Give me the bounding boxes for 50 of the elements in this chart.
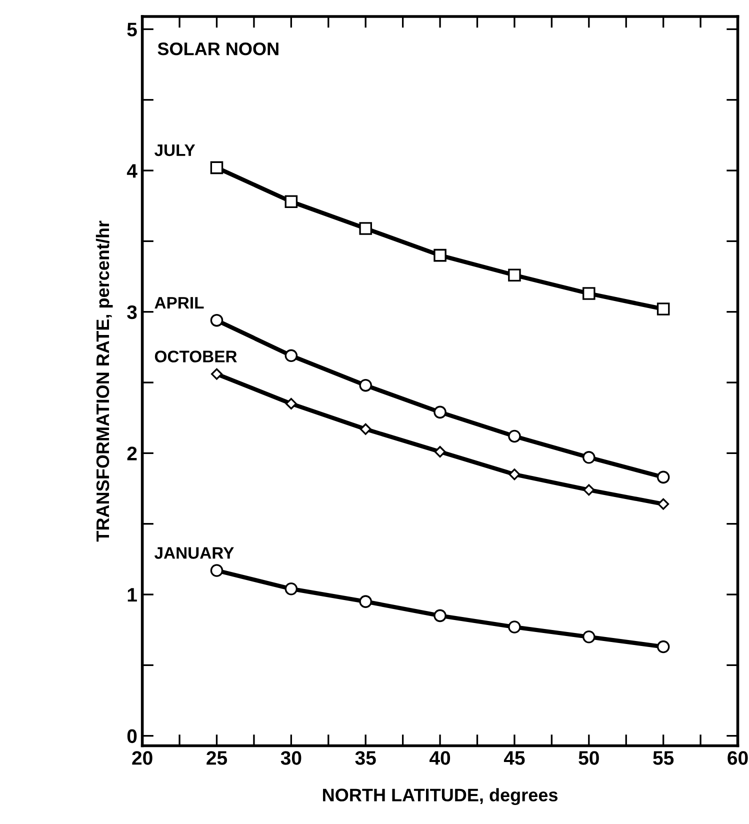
x-tick-label: 25 xyxy=(206,751,228,765)
point xyxy=(508,620,521,634)
y-tick-label: 4 xyxy=(126,164,138,178)
point xyxy=(284,582,298,596)
y-tick-label: 3 xyxy=(127,305,137,320)
point xyxy=(210,161,224,174)
series-label: JULY xyxy=(154,144,196,156)
point xyxy=(284,349,298,362)
series-label: OCTOBER xyxy=(154,350,237,362)
x-axis-title: NORTH LATITUDE, degrees xyxy=(323,788,558,806)
x-tick-label: 60 xyxy=(728,751,748,765)
series-label: APRIL xyxy=(154,297,204,309)
y-tick-label: 1 xyxy=(128,588,137,602)
point xyxy=(359,378,372,392)
point xyxy=(210,564,224,577)
point xyxy=(508,268,521,282)
point xyxy=(434,446,446,458)
point xyxy=(285,398,297,410)
annotation: SOLAR NOON xyxy=(158,42,278,56)
y-axis-title: TRANSFORMATION RATE, percent/hr xyxy=(96,220,113,542)
series-label: JANUARY xyxy=(154,547,234,559)
point xyxy=(582,287,596,300)
point xyxy=(582,630,596,644)
x-tick-label: 35 xyxy=(355,751,376,765)
point xyxy=(583,484,595,496)
point xyxy=(434,406,446,419)
point xyxy=(360,423,372,435)
point xyxy=(656,302,670,316)
y-tick-label: 2 xyxy=(127,446,137,460)
point xyxy=(434,248,446,262)
point xyxy=(508,468,520,480)
point xyxy=(210,368,222,380)
point xyxy=(656,470,670,484)
point xyxy=(210,314,224,327)
point xyxy=(658,498,670,510)
point xyxy=(508,430,521,443)
x-tick-label: 40 xyxy=(430,751,450,765)
y-tick-label: 5 xyxy=(127,22,137,36)
point xyxy=(284,195,298,208)
point xyxy=(582,451,596,464)
x-tick-label: 20 xyxy=(132,751,152,765)
point xyxy=(359,595,372,608)
y-tick-label: 0 xyxy=(127,729,137,744)
x-tick-label: 45 xyxy=(504,751,525,765)
point xyxy=(656,640,670,654)
x-tick-label: 55 xyxy=(653,751,674,765)
x-tick-label: 50 xyxy=(578,751,599,765)
x-tick-label: 30 xyxy=(280,751,302,765)
point xyxy=(359,222,372,235)
point xyxy=(434,609,446,622)
